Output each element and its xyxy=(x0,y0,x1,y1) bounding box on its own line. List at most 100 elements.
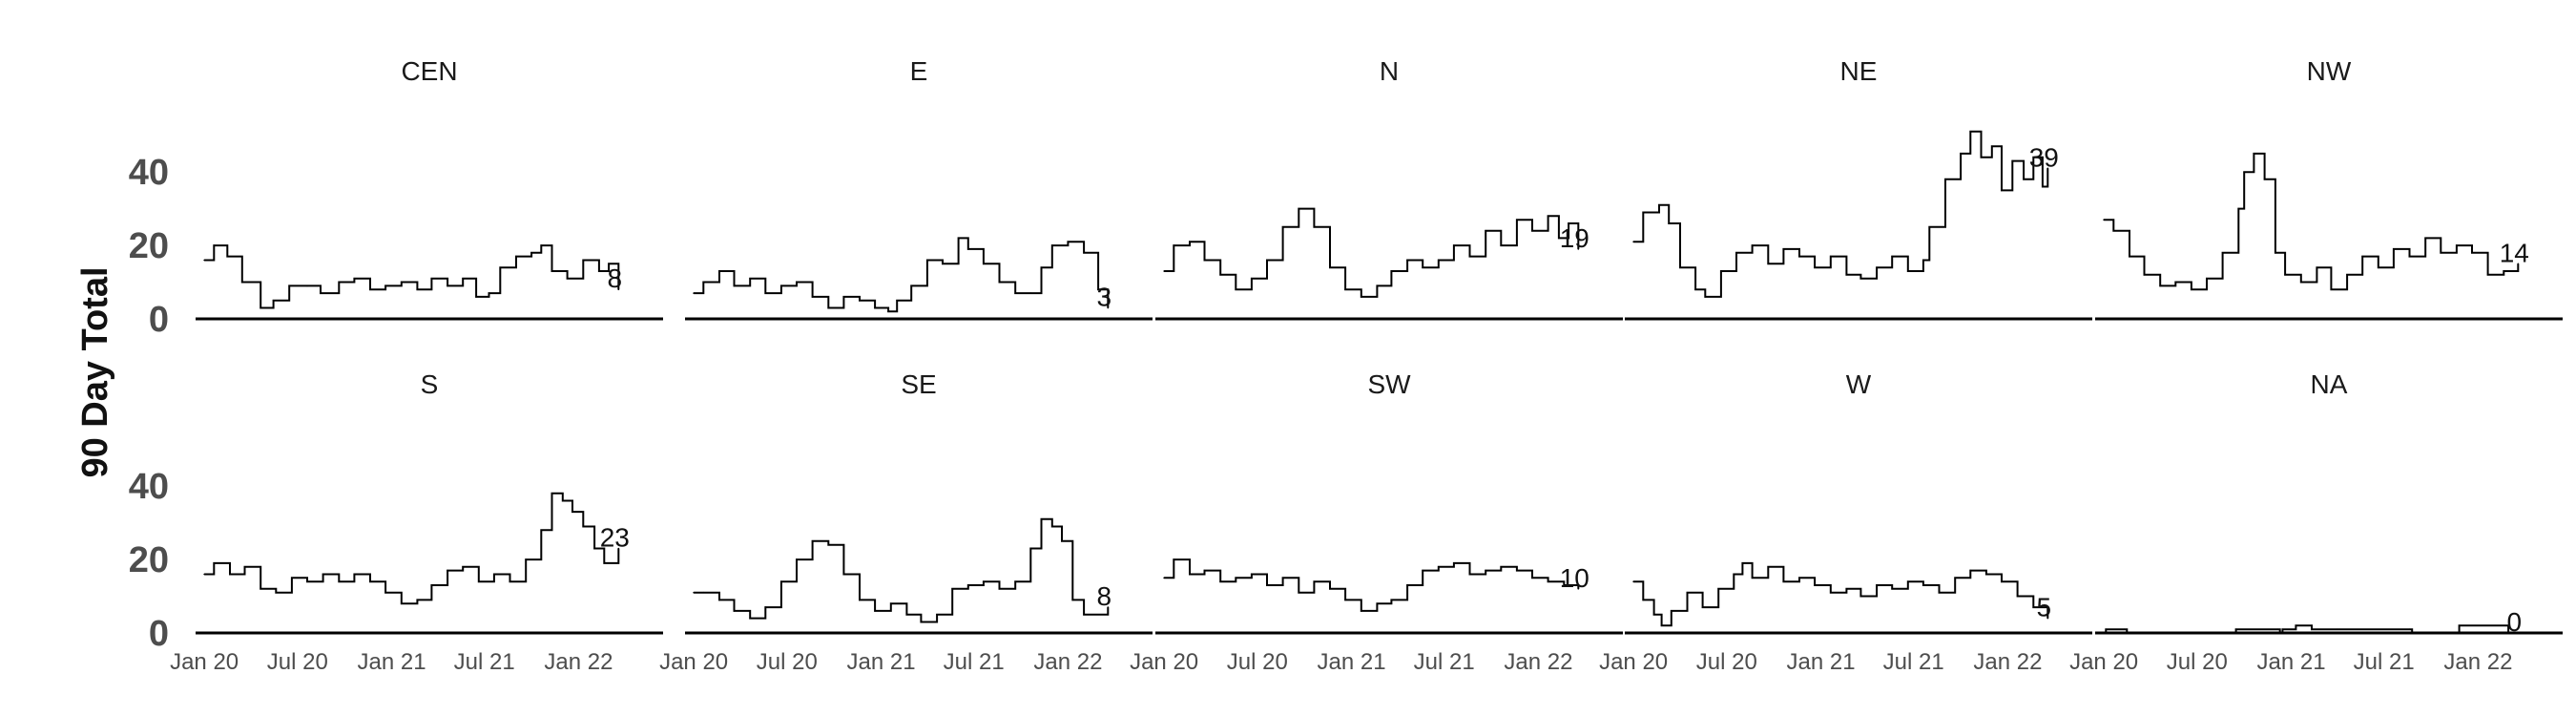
data-point xyxy=(1163,270,1165,272)
data-point xyxy=(1531,229,1533,232)
series-line-cen xyxy=(204,244,620,309)
data-point xyxy=(2408,255,2411,258)
data-point xyxy=(1083,614,1085,616)
x-tick-label: Jul 21 xyxy=(1883,649,1944,675)
y-axis-title: 90 Day Total xyxy=(75,266,115,477)
data-point xyxy=(530,252,532,254)
data-point xyxy=(1516,219,1518,221)
data-point xyxy=(369,288,371,291)
data-point xyxy=(1751,577,1754,579)
data-point xyxy=(967,248,969,250)
data-point xyxy=(2295,624,2297,627)
data-point xyxy=(229,573,231,576)
data-point xyxy=(780,284,782,287)
data-point xyxy=(702,591,705,594)
data-point xyxy=(447,284,448,287)
data-point xyxy=(1782,580,1785,582)
data-point xyxy=(811,296,814,298)
data-point xyxy=(1014,580,1016,582)
data-point xyxy=(842,296,845,298)
data-point xyxy=(2346,274,2348,276)
data-point xyxy=(1563,584,1566,586)
data-point xyxy=(2191,288,2192,291)
facet-panel-cen: CEN 0 20 40 8 xyxy=(129,56,663,340)
facet-panel-ne: NE 39 xyxy=(1625,56,2092,321)
data-point xyxy=(1704,296,1707,298)
data-point xyxy=(1658,204,1660,206)
facet-strip-label: S xyxy=(421,369,439,399)
data-point xyxy=(1876,584,1878,586)
data-point xyxy=(1991,145,1993,147)
data-point xyxy=(1203,259,1206,262)
data-point xyxy=(2458,624,2461,627)
data-point xyxy=(693,292,695,294)
data-point xyxy=(693,591,695,594)
data-point xyxy=(1203,569,1206,572)
facet-strip-label: N xyxy=(1380,56,1399,86)
data-point xyxy=(551,270,553,272)
data-point xyxy=(896,300,898,302)
data-point xyxy=(1040,266,1043,269)
data-point xyxy=(1985,573,1987,576)
data-point xyxy=(2126,632,2129,634)
data-point xyxy=(2503,270,2505,272)
data-point xyxy=(617,288,620,291)
data-point xyxy=(764,606,767,608)
data-point xyxy=(827,543,830,546)
data-point xyxy=(936,614,938,616)
data-point xyxy=(551,493,553,495)
y-tick-label: 40 xyxy=(129,467,169,507)
data-point xyxy=(1313,226,1316,228)
data-point xyxy=(1845,274,1848,276)
data-point xyxy=(1422,266,1423,269)
data-point xyxy=(2278,632,2281,634)
data-point xyxy=(874,306,876,309)
data-point xyxy=(1390,599,1393,601)
y-tick-label: 0 xyxy=(149,614,169,654)
facet-panel-w: W Jan 20 Jul 20 Jan 21 Jul 21 Jan 22 5 xyxy=(1599,369,2092,675)
data-point xyxy=(920,621,923,623)
facet-panel-n: N 19 xyxy=(1155,56,1623,321)
series-line-n xyxy=(1164,207,1580,298)
data-point xyxy=(1485,569,1486,572)
facet-panel-e: E3 xyxy=(685,56,1153,321)
series-line-sw xyxy=(1164,558,1580,612)
facet-strip-label: NW xyxy=(2307,56,2352,86)
x-tick-label: Jan 20 xyxy=(2069,649,2138,675)
data-point xyxy=(1907,580,1909,582)
data-point xyxy=(1660,624,1663,627)
data-point xyxy=(1577,588,1580,590)
data-point xyxy=(2311,628,2313,630)
data-point xyxy=(1029,547,1032,550)
x-tick-label: Jan 21 xyxy=(1787,649,1856,675)
data-point xyxy=(1632,580,1634,582)
data-point xyxy=(2300,281,2302,284)
data-point xyxy=(306,284,308,287)
x-tick-label: Jan 21 xyxy=(2257,649,2326,675)
data-point xyxy=(1960,153,1962,155)
data-point xyxy=(1642,211,1645,214)
data-point xyxy=(2456,632,2458,634)
data-point xyxy=(1798,577,1800,579)
data-point xyxy=(1531,577,1533,579)
data-point xyxy=(260,306,262,309)
facet-strip-label: NA xyxy=(2311,369,2348,399)
data-point xyxy=(1468,573,1471,576)
data-point xyxy=(2456,244,2458,246)
data-point xyxy=(957,237,960,240)
series-line-e xyxy=(694,237,1110,313)
y-tick-label: 20 xyxy=(129,226,169,266)
data-point xyxy=(540,244,543,246)
data-point xyxy=(2123,628,2126,630)
x-tick-label: Jan 22 xyxy=(544,649,613,675)
data-point xyxy=(1720,270,1722,272)
data-point xyxy=(733,610,736,612)
data-point xyxy=(1344,288,1346,291)
data-point xyxy=(1558,237,1560,240)
data-point xyxy=(2411,632,2413,634)
facet-panel-s: S 0 20 40 Jan 20 Jul 20 Jan 21 Jul 21 Jan 22 23 xyxy=(129,369,663,675)
data-point xyxy=(2275,252,2276,254)
data-point xyxy=(2507,632,2509,634)
